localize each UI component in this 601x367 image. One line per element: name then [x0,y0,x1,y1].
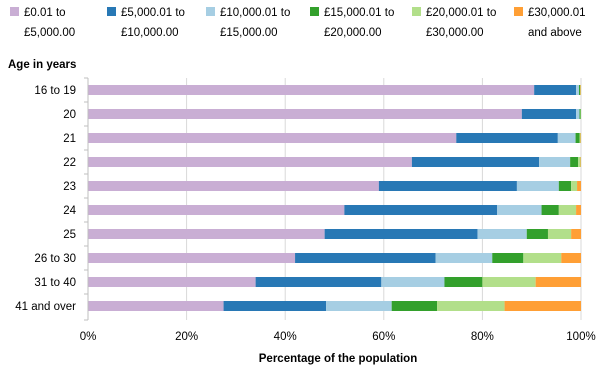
legend-swatch-5 [514,7,523,16]
legend-label-4-line-1: £30,000.00 [426,27,484,39]
bar-segment-3-4 [578,157,581,167]
bar-segment-4-1 [378,181,517,191]
bar-segment-0-1 [534,85,577,95]
bar-segment-1-2 [576,109,580,119]
bar-segment-8-3 [444,277,483,287]
x-tick-label-2: 40% [274,331,297,343]
legend-swatch-4 [412,7,421,16]
y-tick-label-7: 26 to 30 [34,253,76,265]
legend-label-2-line-0: £10,000.01 to [220,7,290,19]
bar-segment-9-0 [88,301,224,311]
y-tick-label-2: 21 [63,133,76,145]
legend-label-2-line-1: £15,000.00 [220,27,278,39]
x-tick-label-1: 20% [175,331,198,343]
x-axis-tick-labels: 0% 20% 40% 60% 80% 100% [80,331,596,343]
bar-segment-7-3 [492,253,524,263]
legend: £0.01 to £5,000.00 £5,000.01 to £10,000.00 £… [10,7,586,39]
bar-segment-8-2 [381,277,445,287]
legend-label-5-line-0: £30,000.01 [528,7,586,19]
legend-swatch-2 [206,7,215,16]
bar-segment-2-4 [579,133,581,143]
bar-segment-6-1 [324,229,478,239]
bar-segment-9-2 [326,301,392,311]
legend-label-3-line-0: £15,000.01 to [324,7,394,19]
bar-segment-5-5 [576,205,581,215]
bar-segment-8-4 [482,277,536,287]
bar-segment-5-4 [558,205,577,215]
y-axis-title: Age in years [8,59,76,71]
y-tick-label-5: 24 [63,205,76,217]
y-tick-label-4: 23 [63,181,76,193]
bar-segment-6-3 [526,229,548,239]
bar-segment-1-1 [521,109,577,119]
bar-segment-6-2 [477,229,527,239]
bar-segment-7-1 [295,253,436,263]
y-tick-label-9: 41 and over [15,301,76,313]
bar-segment-2-1 [456,133,558,143]
legend-swatch-3 [310,7,319,16]
x-tick-label-3: 60% [372,331,395,343]
y-tick-label-1: 20 [63,109,76,121]
bar-segment-3-1 [411,157,540,167]
legend-label-1-line-1: £10,000.00 [121,27,179,39]
y-tick-label-6: 25 [63,229,76,241]
x-tick-label-0: 0% [80,331,97,343]
bar-segment-9-1 [223,301,327,311]
bar-segment-2-2 [557,133,576,143]
legend-label-0-line-1: £5,000.00 [24,27,75,39]
bar-segment-0-0 [88,85,535,95]
bar-segment-8-0 [88,277,256,287]
y-axis-tick-labels: 16 to 19 20 21 22 23 24 25 26 to 30 31 to 40 41 a… [15,77,88,321]
bar-segment-4-3 [558,181,572,191]
bar-segment-4-5 [577,181,581,191]
bar-segment-3-2 [539,157,571,167]
bar-segment-2-3 [575,133,580,143]
legend-label-4-line-0: £20,000.01 to [426,7,496,19]
bar-segment-3-3 [570,157,579,167]
x-tick-label-4: 80% [471,331,494,343]
bar-segment-5-2 [497,205,542,215]
bar-segment-6-0 [88,229,325,239]
legend-label-0-line-0: £0.01 to [24,7,66,19]
bar-segment-6-4 [547,229,572,239]
bar-segment-4-4 [571,181,578,191]
bar-segment-3-0 [88,157,412,167]
bar-segment-9-3 [391,301,438,311]
bar-segment-8-1 [255,277,382,287]
bar-segment-1-0 [88,109,522,119]
bar-segment-7-5 [561,253,581,263]
bar-segment-0-2 [576,85,580,95]
legend-swatch-0 [10,7,19,16]
legend-label-5-line-1: and above [528,27,582,39]
y-tick-label-8: 31 to 40 [34,277,76,289]
y-tick-label-3: 22 [63,157,76,169]
x-axis-title: Percentage of the population [259,353,417,365]
bar-segment-1-3 [579,109,581,119]
legend-label-3-line-1: £20,000.00 [324,27,382,39]
bar-segment-4-0 [88,181,379,191]
legend-label-1-line-0: £5,000.01 to [121,7,185,19]
bar-segment-7-0 [88,253,296,263]
bar-segment-7-4 [523,253,562,263]
bar-segment-2-0 [88,133,457,143]
bar-segment-5-3 [541,205,559,215]
bars [88,85,581,311]
bar-segment-5-0 [88,205,345,215]
y-tick-label-0: 16 to 19 [34,85,76,97]
bar-segment-6-5 [571,229,581,239]
bar-segment-5-1 [344,205,498,215]
legend-swatch-1 [107,7,116,16]
bar-segment-9-4 [437,301,505,311]
bar-segment-8-5 [535,277,581,287]
bar-segment-9-5 [504,301,581,311]
bar-segment-0-3 [579,85,581,95]
bar-segment-7-2 [435,253,493,263]
bar-segment-4-2 [516,181,559,191]
x-tick-label-5: 100% [566,331,595,343]
